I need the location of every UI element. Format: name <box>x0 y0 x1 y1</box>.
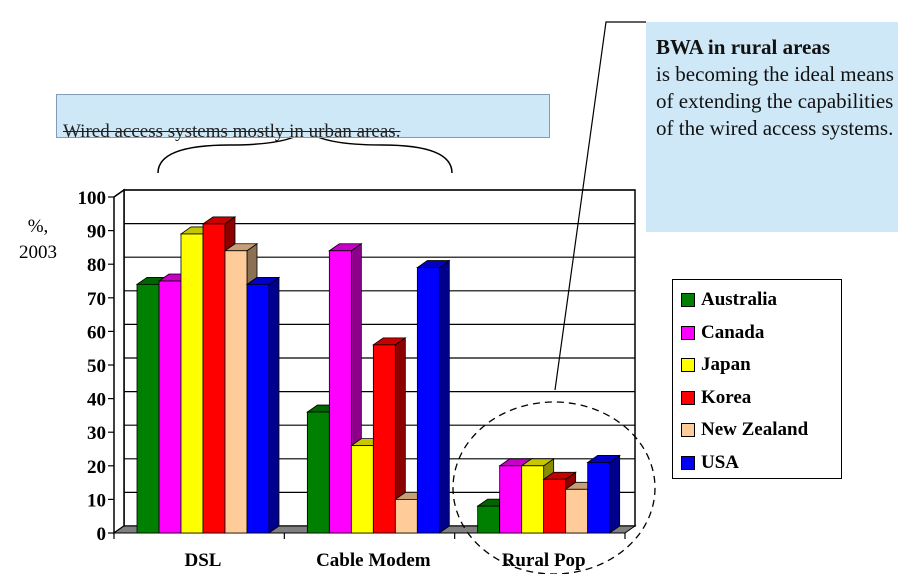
rural-highlight-circle <box>452 401 656 574</box>
x-axis-categories: DSL Cable Modem Rural Pop <box>113 533 626 571</box>
x-category-label: DSL <box>185 550 222 571</box>
bwa-callout: BWA in rural areas is becoming the ideal… <box>646 22 898 232</box>
bar-front <box>372 344 396 534</box>
legend-item-usa: USA <box>681 447 841 480</box>
legend-label: Korea <box>701 386 752 408</box>
legend-swatch <box>681 358 695 373</box>
wired-access-text: Wired access systems mostly in urban are… <box>63 121 401 142</box>
bar-korea-cable-modem <box>372 337 407 534</box>
bar-front <box>394 498 418 534</box>
y-axis-label-line-1: %, <box>28 216 49 237</box>
legend-label: Canada <box>701 321 765 343</box>
y-axis-ticks: 0 10 20 30 40 50 60 70 80 90 100 <box>78 188 114 545</box>
bwa-callout-body: is becoming the ideal means of extending… <box>656 62 894 140</box>
y-tick-label: 40 <box>87 390 106 411</box>
y-tick-label: 20 <box>87 457 106 478</box>
bar-usa-cable-modem <box>416 259 451 534</box>
bar-front <box>136 283 160 534</box>
bar-front <box>565 488 589 534</box>
legend-item-japan: Japan <box>681 349 841 382</box>
legend: Australia Canada Japan Korea New Zealand USA <box>672 279 842 479</box>
bar-front <box>477 505 501 534</box>
bar-side <box>609 454 621 534</box>
legend-swatch <box>681 325 695 340</box>
bar-front <box>328 250 352 534</box>
bar-front <box>158 280 182 534</box>
legend-swatch <box>681 293 695 308</box>
legend-item-korea: Korea <box>681 382 841 415</box>
y-tick-label: 90 <box>87 222 106 243</box>
bar-usa-dsl <box>245 276 281 534</box>
bar-front <box>224 250 248 534</box>
bar-front <box>350 445 374 534</box>
bwa-callout-title: BWA in rural areas <box>656 35 831 59</box>
legend-swatch <box>681 390 695 405</box>
bars <box>135 216 621 534</box>
bar-front <box>202 223 226 534</box>
legend-item-new-zealand: New Zealand <box>681 414 841 447</box>
y-tick-label: 60 <box>87 322 106 343</box>
wired-access-banner: Wired access systems mostly in urban are… <box>56 94 550 142</box>
legend-label: Japan <box>701 354 751 376</box>
callout-pointer-line <box>554 21 646 391</box>
bar-front <box>246 283 270 534</box>
bar-usa-rural-pop <box>586 454 621 534</box>
legend-label: Australia <box>701 289 777 311</box>
x-category-label: Rural Pop <box>502 550 586 571</box>
y-tick-label: 70 <box>87 289 106 310</box>
y-tick-label: 10 <box>87 490 106 511</box>
y-tick-label: 80 <box>87 255 106 276</box>
bar-front <box>416 267 440 534</box>
y-tick-label: 50 <box>87 356 106 377</box>
x-category-label: Cable Modem <box>316 550 431 571</box>
bar-front <box>306 411 330 534</box>
legend-label: New Zealand <box>701 419 809 441</box>
bar-front <box>180 233 204 534</box>
legend-item-australia: Australia <box>681 284 841 317</box>
y-axis-label-line-2: 2003 <box>19 242 57 263</box>
bar-front <box>521 465 545 534</box>
bar-front <box>499 465 523 534</box>
bar-side <box>268 276 280 534</box>
bar-side <box>438 259 450 534</box>
legend-swatch <box>681 423 695 438</box>
bar-front <box>543 478 567 534</box>
legend-swatch <box>681 455 695 470</box>
bar-front <box>587 462 611 534</box>
y-tick-label: 100 <box>78 188 107 209</box>
plot-side-wall <box>113 188 125 535</box>
y-tick-label: 0 <box>97 524 107 545</box>
y-tick-label: 30 <box>87 423 106 444</box>
bwa-callout-text: BWA in rural areas is becoming the ideal… <box>656 34 896 142</box>
legend-item-canada: Canada <box>681 317 841 350</box>
legend-label: USA <box>701 451 740 473</box>
